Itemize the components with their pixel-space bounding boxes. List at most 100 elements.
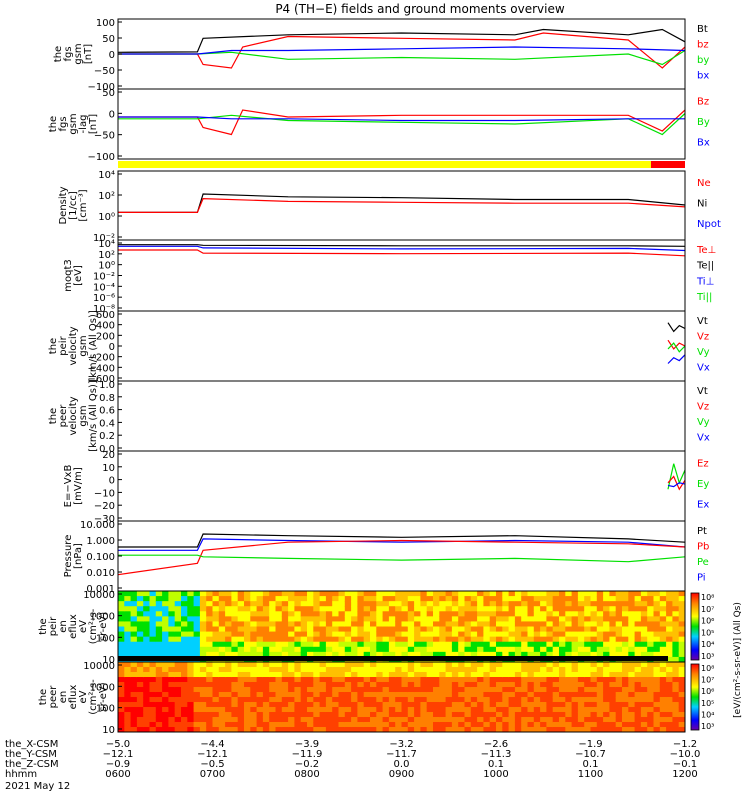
spectrogram-cell bbox=[596, 646, 604, 653]
spectrogram-cell bbox=[540, 651, 547, 658]
spectrogram-cell bbox=[540, 692, 547, 698]
spectrogram-cell bbox=[615, 682, 623, 688]
spectrogram-cell bbox=[313, 601, 321, 607]
spectrogram-cell bbox=[376, 611, 384, 617]
spectrogram-cell bbox=[565, 682, 573, 688]
spectrogram-cell bbox=[533, 641, 541, 648]
spectrogram-cell bbox=[678, 672, 686, 678]
spectrogram-cell bbox=[439, 712, 447, 718]
spectrogram-cell bbox=[143, 717, 150, 723]
spectrogram-cell bbox=[672, 662, 680, 668]
spectrogram-cell bbox=[540, 611, 547, 617]
spectrogram-cell bbox=[130, 682, 138, 688]
spectrogram-cell bbox=[206, 707, 213, 713]
spectrogram-cell bbox=[647, 596, 654, 602]
spectrogram-cell bbox=[502, 687, 510, 693]
spectrogram-cell bbox=[458, 621, 465, 627]
spectrogram-cell bbox=[596, 616, 604, 622]
spectrogram-cell bbox=[288, 717, 295, 723]
spectrogram-cell bbox=[533, 697, 541, 703]
spectrogram-cell bbox=[395, 667, 402, 673]
spectrogram-cell bbox=[332, 692, 339, 698]
spectrogram-cell bbox=[319, 667, 327, 673]
spectrogram-cell bbox=[351, 672, 358, 678]
spectrogram-cell bbox=[174, 662, 182, 668]
spectrogram-cell bbox=[351, 651, 358, 658]
spectrogram-cell bbox=[199, 707, 207, 713]
spectrogram-cell bbox=[565, 722, 573, 728]
spectrogram-cell bbox=[496, 662, 503, 668]
spectrogram-cell bbox=[269, 682, 276, 688]
spectrogram-cell bbox=[464, 596, 472, 602]
spectrogram-cell bbox=[489, 646, 497, 653]
spectrogram-cell bbox=[181, 641, 188, 648]
spectrogram-cell bbox=[533, 636, 541, 643]
spectrogram-cell bbox=[376, 712, 384, 718]
spectrogram-cell bbox=[609, 591, 617, 597]
spectrogram-cell bbox=[552, 601, 560, 607]
y-tick-label: 600 bbox=[96, 310, 115, 321]
spectrogram-cell bbox=[628, 722, 636, 728]
spectrogram-cell bbox=[319, 692, 327, 698]
spectrogram-cell bbox=[376, 672, 384, 678]
spectrogram-cell bbox=[300, 687, 308, 693]
spectrogram-cell bbox=[395, 662, 402, 668]
spectrogram-cell bbox=[187, 662, 195, 668]
spectrogram-cell bbox=[477, 651, 484, 658]
spectrogram-cell bbox=[489, 682, 497, 688]
spectrogram-cell bbox=[577, 646, 585, 653]
spectrogram-cell bbox=[433, 697, 440, 703]
spectrogram-cell bbox=[514, 702, 522, 708]
spectrogram-cell bbox=[401, 636, 409, 643]
spectrogram-cell bbox=[319, 687, 327, 693]
spectrogram-cell bbox=[640, 651, 648, 658]
spectrogram-cell bbox=[155, 626, 163, 633]
spectrogram-cell bbox=[388, 662, 396, 668]
spectrogram-cell bbox=[174, 692, 182, 698]
spectrogram-cell bbox=[212, 636, 220, 643]
spectrogram-cell bbox=[136, 646, 144, 653]
spectrogram-cell bbox=[256, 626, 264, 633]
spectrogram-cell bbox=[294, 712, 302, 718]
spectrogram-cell bbox=[571, 651, 579, 658]
spectrogram-cell bbox=[225, 621, 232, 627]
spectrogram-cell bbox=[496, 702, 503, 708]
spectrogram-cell bbox=[439, 662, 447, 668]
spectrogram-cell bbox=[300, 646, 308, 653]
y-tick-label: 10⁴ bbox=[98, 170, 115, 181]
spectrogram-cell bbox=[559, 667, 566, 673]
spectrogram-cell bbox=[225, 606, 232, 612]
spectrogram-cell bbox=[470, 687, 478, 693]
spectrogram-cell bbox=[338, 596, 346, 602]
spectrogram-cell bbox=[212, 677, 220, 683]
spectrogram-cell bbox=[477, 631, 484, 638]
spectrogram-cell bbox=[294, 707, 302, 713]
spectrogram-cell bbox=[344, 727, 352, 733]
spectrogram-cell bbox=[231, 682, 239, 688]
spectrogram-cell bbox=[124, 606, 132, 612]
y-tick-label: 10⁻⁴ bbox=[93, 282, 115, 293]
spectrogram-cell bbox=[546, 712, 554, 718]
spectrogram-cell bbox=[244, 606, 251, 612]
spectrogram-cell bbox=[281, 641, 289, 648]
spectrogram-cell bbox=[307, 692, 314, 698]
spectrogram-cell bbox=[344, 591, 352, 597]
x-tick-label: −11.9 bbox=[292, 749, 323, 760]
spectrogram-cell bbox=[130, 651, 138, 658]
spectrogram-cell bbox=[181, 727, 188, 733]
spectrogram-cell bbox=[496, 616, 503, 622]
spectrogram-cell bbox=[143, 722, 150, 728]
spectrogram-cell bbox=[565, 727, 573, 733]
spectrogram-cell bbox=[237, 697, 245, 703]
spectrogram-cell bbox=[382, 641, 390, 648]
spectrogram-cell bbox=[382, 682, 390, 688]
spectrogram-cell bbox=[351, 667, 358, 673]
spectrogram-cell bbox=[300, 727, 308, 733]
spectrogram-cell bbox=[118, 611, 125, 617]
spectrogram-cell bbox=[672, 712, 680, 718]
spectrogram-cell bbox=[118, 712, 125, 718]
spectrogram-cell bbox=[521, 662, 528, 668]
spectrogram-cell bbox=[477, 677, 484, 683]
spectrogram-cell bbox=[628, 687, 636, 693]
spectrogram-cell bbox=[527, 697, 535, 703]
